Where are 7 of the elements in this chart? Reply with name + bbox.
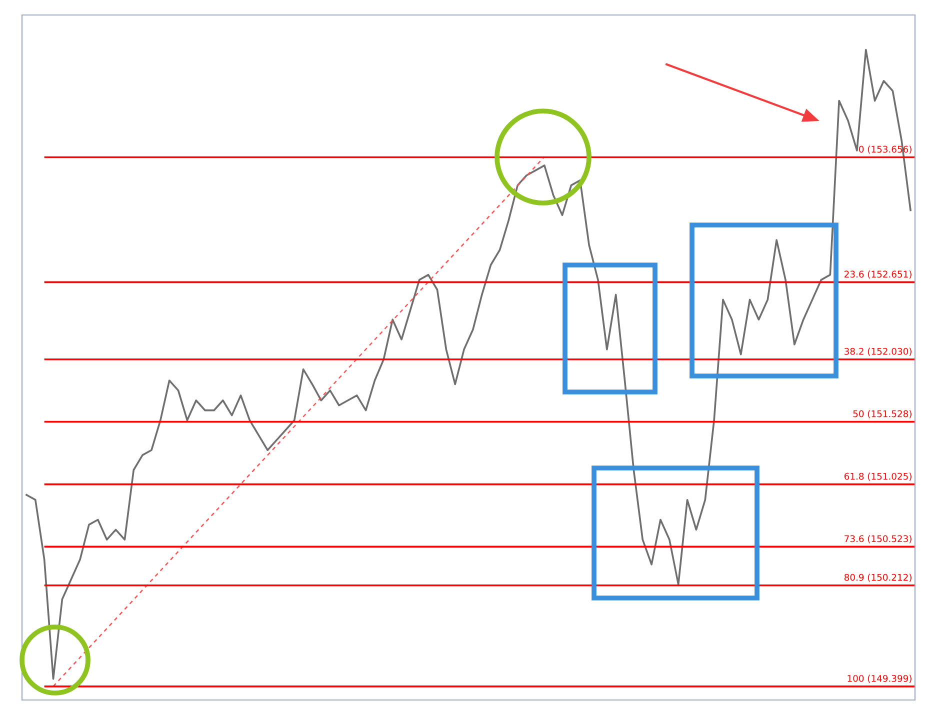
ref-line-label: 73.6 (150.523)	[844, 535, 912, 544]
ref-line-label: 100 (149.399)	[848, 674, 912, 683]
ref-line-label: 61.8 (151.025)	[844, 472, 912, 481]
ref-line-label: 38.2 (152.030)	[844, 348, 912, 356]
ref-line-label: 23.6 (152.651)	[844, 270, 912, 279]
ref-line-label: 50 (151.528)	[853, 410, 912, 418]
ref-line-label: 80.9 (150.212)	[844, 574, 912, 582]
